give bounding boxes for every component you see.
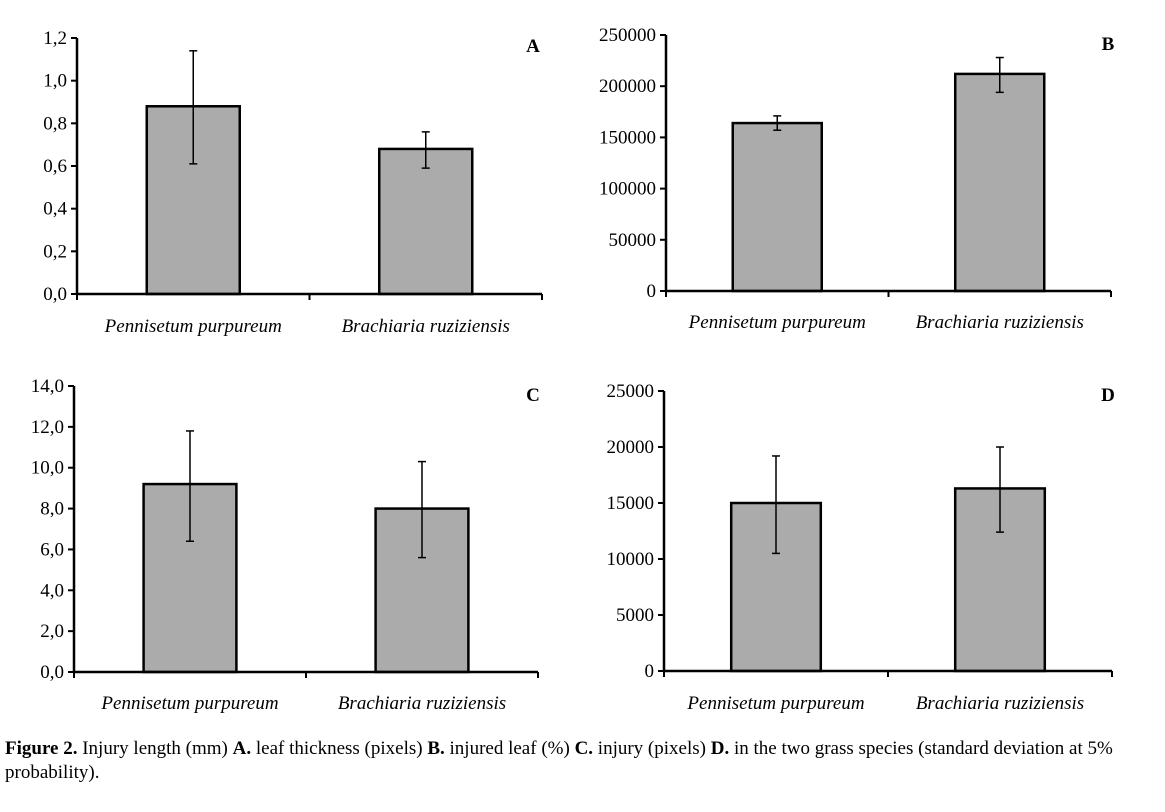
y-tick-label: 0,0 [43, 284, 67, 305]
y-tick-label: 5000 [616, 605, 654, 626]
y-tick-label: 1,0 [43, 71, 67, 92]
bar [731, 121, 823, 293]
panel-label: D [1101, 385, 1115, 406]
y-tick-label: 8,0 [40, 499, 64, 520]
caption-label-d: D. [710, 738, 730, 759]
y-tick-label: 0 [645, 661, 655, 682]
caption-text-4: injury (pixels) [593, 738, 711, 759]
y-tick-label: 50000 [609, 230, 657, 251]
y-tick-label: 10000 [607, 549, 655, 570]
y-tick-label: 0,8 [43, 113, 67, 134]
caption-label-c: C. [574, 738, 594, 759]
x-tick-label: Pennisetum purpureum [100, 693, 278, 714]
chart-panel-b: Pennisetum purpureum Brachiaria ruziziens… [599, 25, 1115, 333]
y-tick-label: 6,0 [40, 539, 64, 560]
y-tick-label: 250000 [599, 25, 656, 46]
y-tick-label: 0 [647, 281, 657, 302]
y-tick-label: 14,0 [31, 376, 64, 397]
x-tick-label: Brachiaria ruziziensis [916, 312, 1084, 333]
caption-label-a: A. [232, 738, 252, 759]
y-tick-label: 0,6 [43, 156, 67, 177]
y-tick-label: 10,0 [31, 458, 64, 479]
y-tick-label: 1,2 [43, 28, 67, 49]
figure: Pennisetum purpureum Brachiaria ruziziens… [31, 25, 1115, 714]
caption-label-b: B. [427, 738, 445, 759]
panel-label: C [526, 385, 540, 406]
y-tick-label: 100000 [599, 179, 656, 200]
caption-text-3: injured leaf (%) [444, 738, 575, 759]
y-tick-label: 0,0 [40, 662, 64, 683]
y-tick-label: 15000 [607, 493, 655, 514]
x-tick-label: Brachiaria ruziziensis [338, 693, 506, 714]
y-tick-label: 12,0 [31, 417, 64, 438]
bar [378, 147, 474, 296]
caption-text-2: leaf thickness (pixels) [251, 738, 428, 759]
x-tick-label: Pennisetum purpureum [104, 316, 282, 337]
x-tick-label: Pennisetum purpureum [686, 693, 864, 714]
bar [954, 72, 1046, 293]
caption-figure-label: Figure 2. [5, 738, 78, 759]
x-tick-label: Brachiaria ruziziensis [916, 693, 1084, 714]
y-tick-label: 0,4 [43, 199, 67, 220]
y-tick-label: 150000 [599, 127, 656, 148]
y-tick-label: 200000 [599, 76, 656, 97]
y-tick-label: 25000 [607, 381, 655, 402]
y-tick-label: 20000 [607, 437, 655, 458]
chart-panel-a: Pennisetum purpureum Brachiaria ruziziens… [43, 28, 543, 337]
chart-panel-c: Pennisetum purpureum Brachiaria ruziziens… [31, 376, 540, 714]
y-tick-label: 2,0 [40, 621, 64, 642]
panel-label: B [1102, 34, 1115, 55]
figure-caption: Figure 2. Injury length (mm) A. leaf thi… [5, 737, 1155, 785]
caption-text-5: in the two grass species (standard devia… [5, 738, 1113, 783]
x-tick-label: Pennisetum purpureum [688, 312, 866, 333]
chart-panel-d: Pennisetum purpureum Brachiaria ruziziens… [607, 381, 1115, 714]
x-tick-label: Brachiaria ruziziensis [342, 316, 510, 337]
panel-label: A [526, 36, 540, 57]
y-tick-label: 0,2 [43, 241, 67, 262]
y-tick-label: 4,0 [40, 580, 64, 601]
caption-text-1: Injury length (mm) [77, 738, 233, 759]
